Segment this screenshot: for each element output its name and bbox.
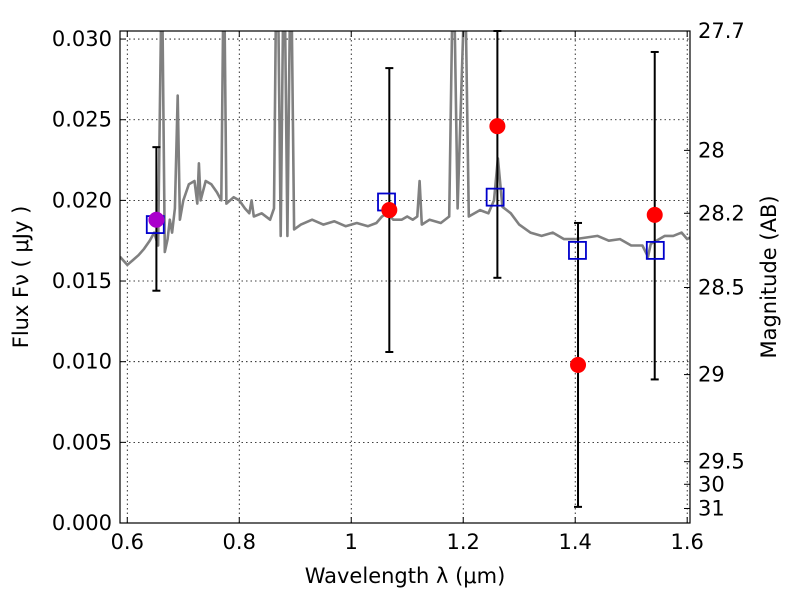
observed-flux-point [148, 211, 165, 228]
x-tick-label: 0.6 [111, 530, 144, 554]
y2-tick-label: 28 [698, 138, 725, 162]
y2-tick-label: 29.5 [698, 450, 745, 474]
spectrum-line [120, 31, 690, 267]
y-tick-label: 0.030 [52, 27, 112, 51]
grid-lines [120, 31, 690, 524]
x-axis: 0.6 0.8 1 1.2 1.4 1.6 [111, 31, 704, 554]
observed-flux-point [646, 206, 663, 223]
y-tick-label: 0.025 [52, 108, 112, 132]
y2-tick-label: 28.5 [698, 275, 745, 299]
x-tick-label: 1.6 [670, 530, 703, 554]
y2-tick-label: 28.2 [698, 201, 745, 225]
plot-frame [119, 30, 691, 524]
observed-flux-point [489, 118, 506, 135]
y2-tick-label: 27.7 [698, 19, 745, 43]
y2-tick-label: 29 [698, 363, 725, 387]
x-axis-label: Wavelength λ (μm) [305, 564, 506, 588]
y-tick-label: 0.010 [52, 350, 112, 374]
model-photometry-point [645, 240, 665, 260]
model-photometry-point [485, 187, 505, 207]
y-tick-label: 0.020 [52, 188, 112, 212]
x-tick-label: 1.2 [447, 530, 480, 554]
y-tick-label: 0.015 [52, 269, 112, 293]
model-photometry-point [568, 240, 587, 260]
y-tick-label: 0.000 [52, 511, 112, 535]
x-tick-label: 0.8 [223, 530, 256, 554]
plot-content [120, 31, 690, 267]
x-tick-label: 1 [345, 530, 358, 554]
y2-axis-label: Magnitude (AB) [757, 195, 781, 358]
observed-flux-point [381, 202, 398, 219]
y2-tick-label: 30 [698, 472, 725, 496]
y-axis-label: Flux Fν ( μJy ) [9, 206, 33, 349]
y2-tick-label: 31 [698, 496, 725, 520]
x-tick-label: 1.4 [559, 530, 592, 554]
y-tick-label: 0.005 [52, 430, 112, 454]
plot-area [120, 30, 690, 508]
y-axis: 0.000 0.005 0.010 0.015 0.020 0.025 0.030 [52, 27, 126, 535]
observed-flux-point [570, 356, 587, 373]
